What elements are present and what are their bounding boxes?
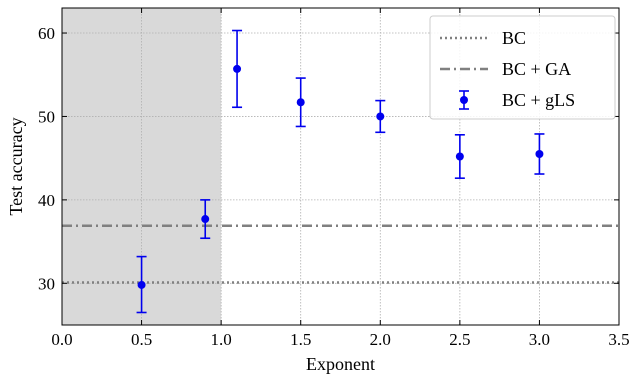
plot-frame [61,7,620,326]
legend: BC BC + GA BC + gLS [429,15,616,120]
data-point [535,149,544,158]
x-tick-label: 1.5 [290,330,311,349]
x-tick-label: 3.5 [608,330,629,349]
reference-lines-layer [62,224,619,284]
x-tick-label: 0.5 [131,330,152,349]
y-axis-label: Test accuracy [6,117,26,215]
errorbar-points-layer [136,29,545,314]
data-point [201,215,210,224]
ticks-layer: 0.0 0.5 1.0 1.5 2.0 2.5 3.0 3.5 30 40 50 60 [38,8,630,349]
legend-swatch-marker [460,96,468,104]
x-tick-label: 2.5 [449,330,470,349]
data-point [233,64,242,73]
y-tick-label: 60 [38,24,55,43]
x-axis-label: Exponent [306,354,375,374]
y-tick-label: 40 [38,191,55,210]
data-point [455,152,464,161]
legend-label-2: BC + gLS [502,90,575,110]
data-point [296,98,305,107]
y-tick-label: 30 [38,274,55,293]
x-tick-label: 0.0 [51,330,72,349]
legend-box [429,15,616,120]
x-tick-label: 3.0 [529,330,550,349]
x-tick-label: 1.0 [211,330,232,349]
x-tick-label: 2.0 [370,330,391,349]
data-point [137,280,146,289]
legend-label-1: BC + GA [502,59,571,79]
y-tick-label: 50 [38,107,55,126]
data-point [376,112,385,121]
legend-label-0: BC [502,28,526,48]
